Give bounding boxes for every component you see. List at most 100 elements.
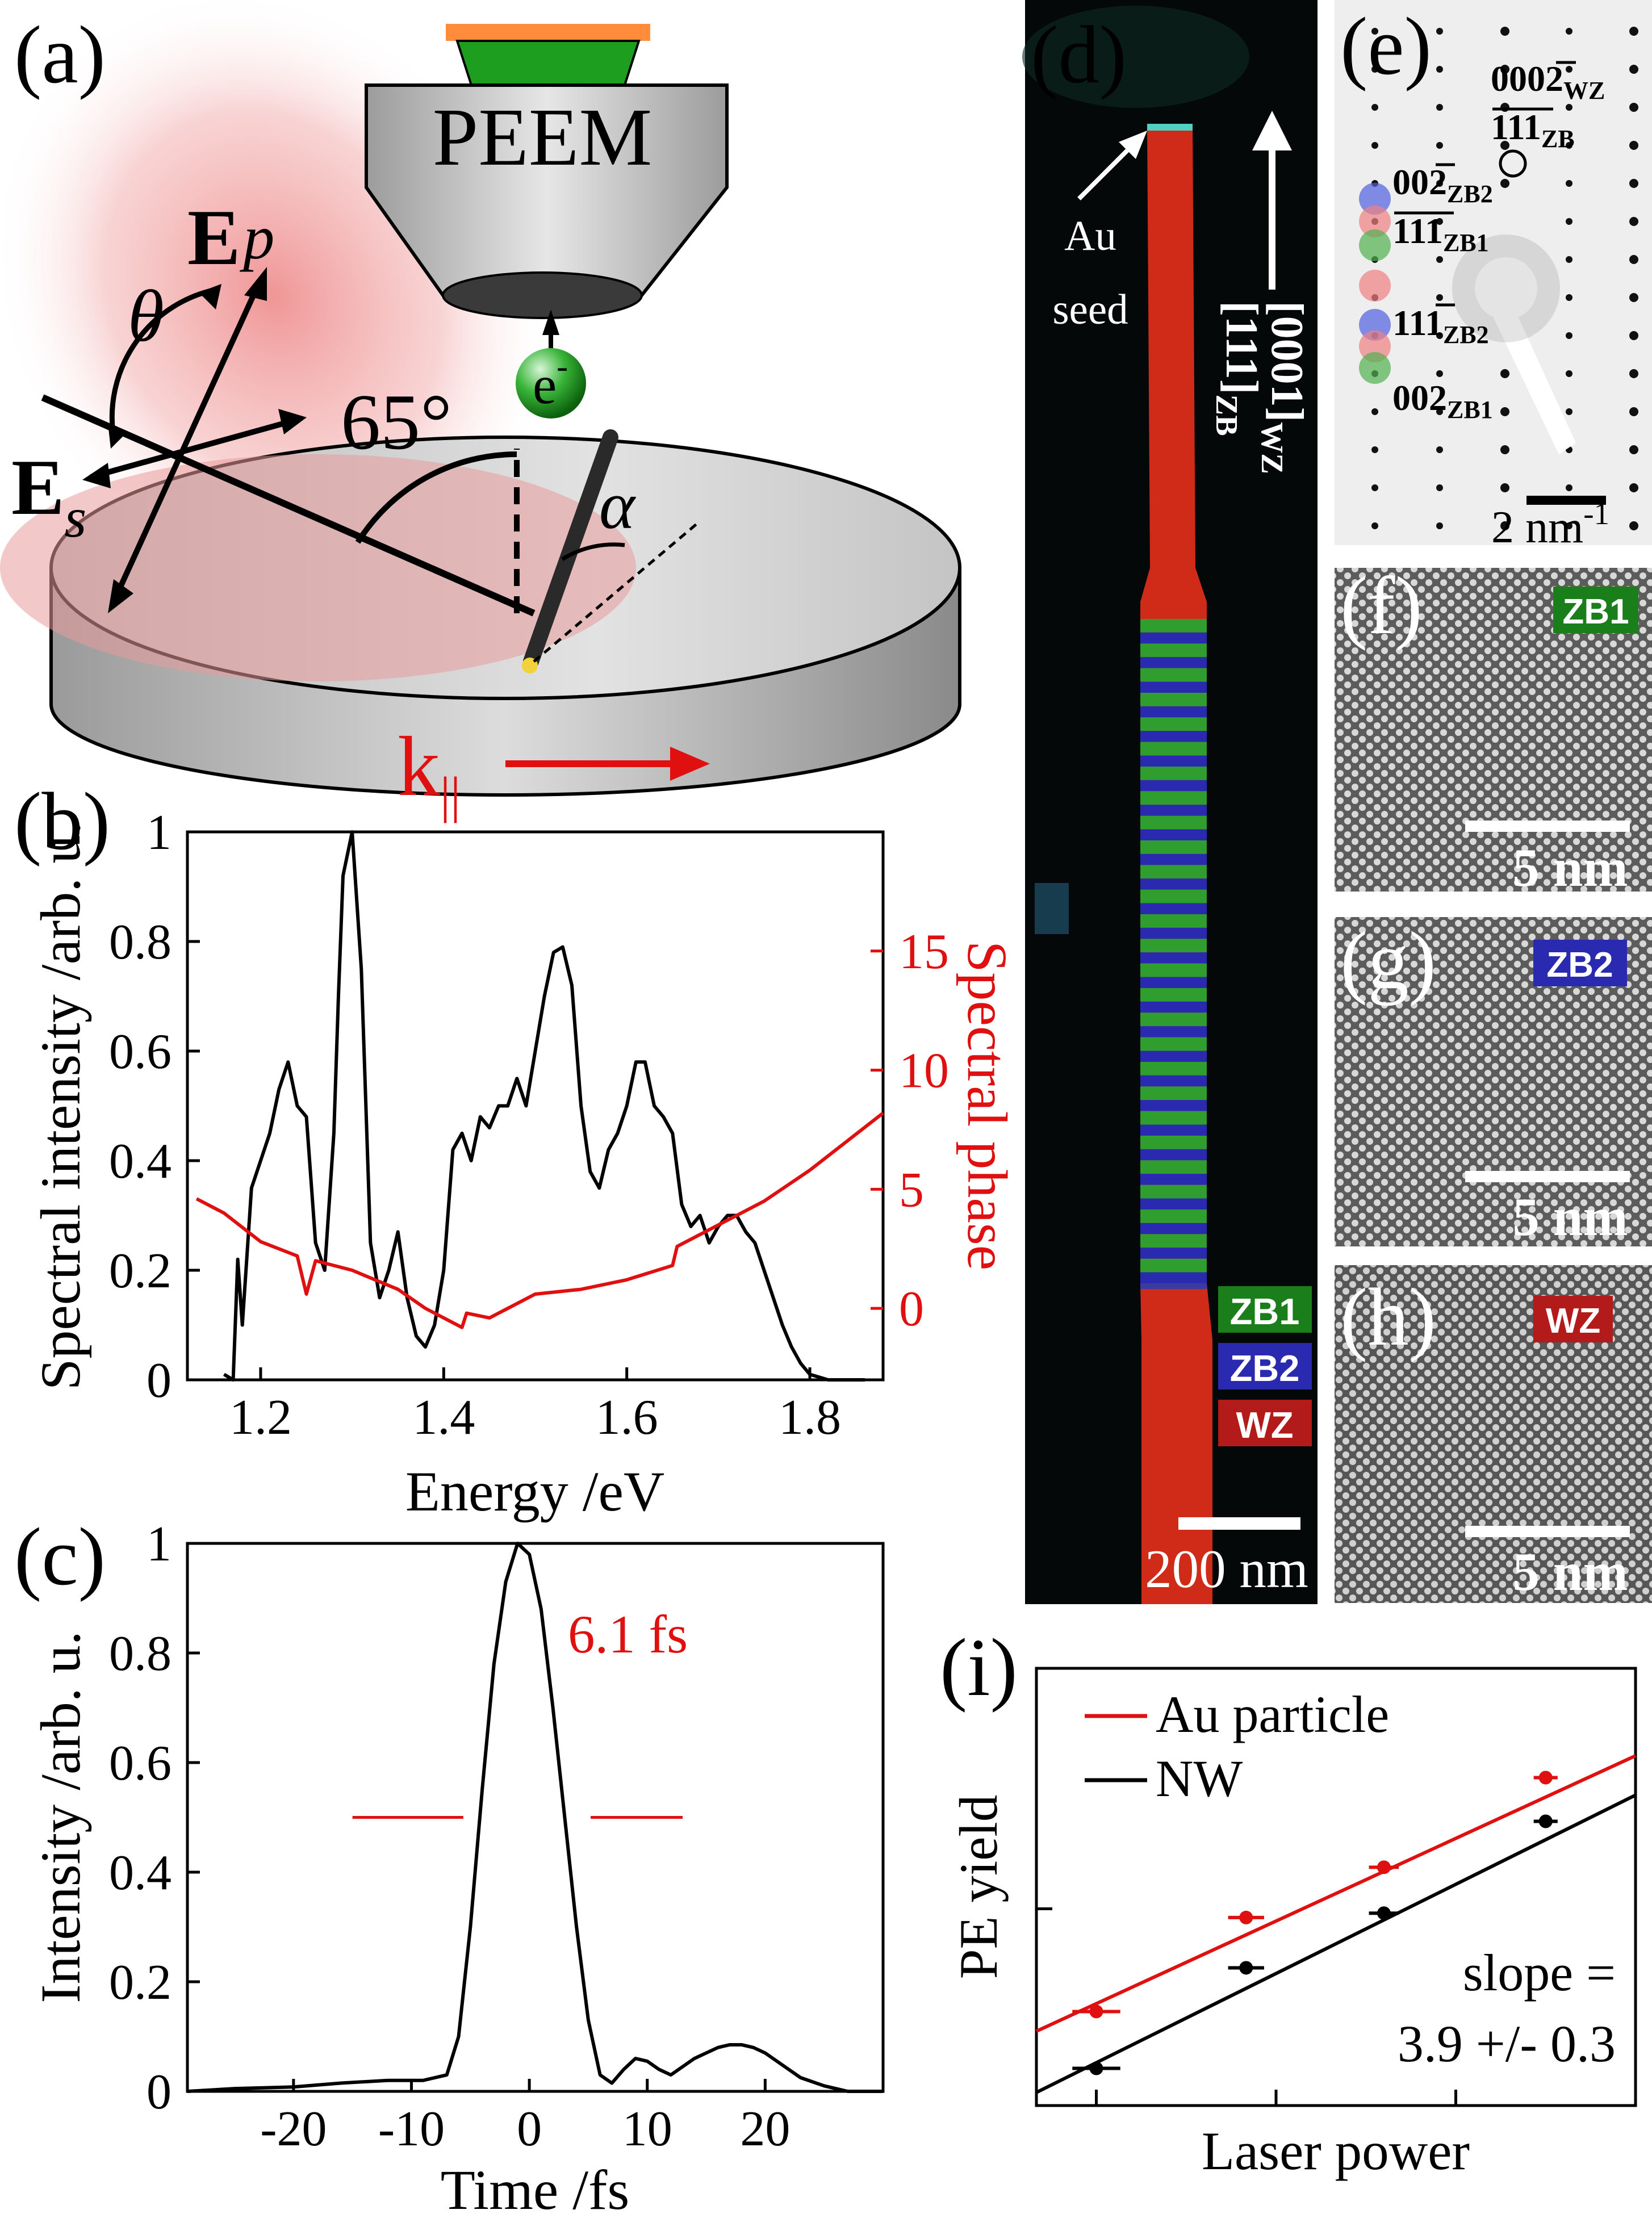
diffraction-spot <box>1371 484 1378 491</box>
diffraction-spot <box>1566 484 1572 491</box>
b-y2tick-label: 15 <box>899 924 949 980</box>
diffraction-spot <box>1566 332 1572 339</box>
zb2-segment <box>1140 1051 1207 1062</box>
diffraction-spot <box>1371 446 1378 453</box>
growth-direction-label-1: [0001]WZ <box>1255 301 1312 474</box>
diffraction-spot <box>1436 332 1443 339</box>
nanowire <box>523 429 618 669</box>
c-xtick-label: 10 <box>622 2102 672 2157</box>
diffraction-spot <box>1500 179 1509 188</box>
legend-zb1-label: ZB1 <box>1230 1291 1300 1332</box>
legend-zb1-swatch <box>1218 1286 1312 1333</box>
k-parallel-arrow-head <box>670 747 710 781</box>
zb2-segment <box>1140 927 1207 939</box>
b-ytick-label: 1 <box>147 805 172 860</box>
diffraction-spot <box>1371 104 1378 111</box>
zb2-segment <box>1140 632 1207 644</box>
legend-nw-label: NW <box>1156 1750 1243 1807</box>
panel-h-hrtem-wz: WZ 5 nm (h) <box>1335 1265 1652 1603</box>
alpha-arc <box>561 542 625 561</box>
peem-aperture <box>442 271 643 319</box>
diffraction-spot <box>1500 407 1509 416</box>
diffraction-spot <box>1629 141 1638 150</box>
b-xtick-label: 1.2 <box>229 1390 292 1445</box>
ep-arrow <box>111 277 264 604</box>
spot-marker-red-1 <box>1359 206 1391 237</box>
diffraction-scalebar-label: 2 nm-1 <box>1491 496 1609 553</box>
chart-b-xticks: 1.2 1.4 1.6 1.8 <box>229 1367 841 1445</box>
diffraction-spot <box>1436 522 1443 529</box>
panel-label-a: (a) <box>14 10 106 101</box>
tag-zb2-bg <box>1533 940 1627 986</box>
diffraction-spot <box>1629 483 1638 492</box>
legend-wz-label: WZ <box>1236 1404 1293 1446</box>
zb2-segment <box>1140 952 1207 964</box>
diffraction-spot <box>1629 445 1638 454</box>
spot-label-zb1-a: 111ZB1 <box>1392 211 1489 257</box>
zb1-segment <box>1140 1062 1207 1075</box>
scalebar-200nm <box>1178 1517 1300 1530</box>
i-au-fit-line <box>1035 1754 1637 2033</box>
theta-arc-head <box>199 284 221 309</box>
zb1-segment <box>1140 1234 1207 1248</box>
panel-label-h: (h) <box>1340 1272 1436 1363</box>
c-ytick-label: 0.8 <box>109 1626 172 1681</box>
panel-label-e: (e) <box>1340 1 1432 92</box>
diffraction-spot <box>1436 28 1443 35</box>
zb2-segment <box>1140 1001 1207 1013</box>
c-ytick-label: 0 <box>147 2065 172 2120</box>
alpha-label: α <box>599 467 636 543</box>
diffraction-spot <box>1629 65 1638 74</box>
b-xtick-label: 1.4 <box>412 1390 475 1445</box>
panel-label-b: (b) <box>14 776 110 867</box>
au-seed-arrow-head <box>1119 131 1147 159</box>
zb1-segment <box>1140 1209 1207 1223</box>
diffraction-spot <box>1436 408 1443 415</box>
b-ytick-label: 0.8 <box>109 915 172 970</box>
ep-label: Ep <box>187 194 274 282</box>
chart-b-y2label: Spectral phase <box>956 941 1019 1270</box>
i-nw-point <box>1089 2061 1103 2075</box>
zb1-segment <box>1140 1012 1207 1027</box>
legend-zb2-label: ZB2 <box>1230 1347 1300 1389</box>
theta-arc <box>109 287 216 438</box>
zb1-segment <box>1140 1136 1207 1149</box>
growth-direction-arrow-head <box>1252 111 1292 150</box>
zb2-segment <box>1140 731 1207 742</box>
zb2-segment <box>1140 805 1207 816</box>
b-ytick-label: 0.2 <box>109 1244 172 1299</box>
c-xtick-label: -10 <box>378 2102 445 2157</box>
spot-marker-green-2 <box>1359 352 1391 384</box>
au-seed-arrow <box>1077 140 1137 200</box>
spot-label-zb1-b: 002ZB1 <box>1392 378 1493 424</box>
es-arrow <box>90 417 296 480</box>
beam-stop-disc <box>1475 257 1537 320</box>
legend-au-label: Au particle <box>1156 1685 1389 1743</box>
b-y2tick-label: 0 <box>899 1282 924 1337</box>
panel-label-f: (f) <box>1340 560 1423 651</box>
chart-b-xlabel: Energy /eV <box>405 1460 664 1523</box>
diffraction-spot <box>1629 103 1638 112</box>
panel-label-c: (c) <box>14 1512 106 1602</box>
zb1-segment <box>1140 717 1207 731</box>
zb2-segment <box>1140 1149 1207 1161</box>
panel-d-nanowire-map: Au seed [0001]WZ [111]ZB ZB1 ZB2 WZ 200 … <box>1022 0 1318 1604</box>
scalebar-g <box>1465 1171 1630 1182</box>
diffraction-spot <box>1566 28 1572 35</box>
zb1-segment <box>1140 1086 1207 1100</box>
spot-label-wz: 0002WZ <box>1491 58 1605 104</box>
au-seed-label-1: Au <box>1064 212 1116 260</box>
zb2-segment <box>1140 1100 1207 1111</box>
zb2-segment <box>1140 829 1207 840</box>
c-ytick-label: 1 <box>147 1517 172 1572</box>
i-nw-point <box>1538 1814 1553 1828</box>
c-xtick-label: -20 <box>260 2102 327 2157</box>
c-xtick-label: 0 <box>517 2102 542 2157</box>
panel-i-power-law: (i) Au particle NW slope = 3.9 +/- 0.3 L… <box>940 1622 1637 2181</box>
zb2-segment <box>1140 1174 1207 1185</box>
i-au-point <box>1089 2004 1103 2019</box>
bg-artifact <box>1035 883 1069 934</box>
diffraction-spot <box>1500 369 1509 378</box>
chart-i-ylabel: PE yield <box>948 1795 1009 1979</box>
